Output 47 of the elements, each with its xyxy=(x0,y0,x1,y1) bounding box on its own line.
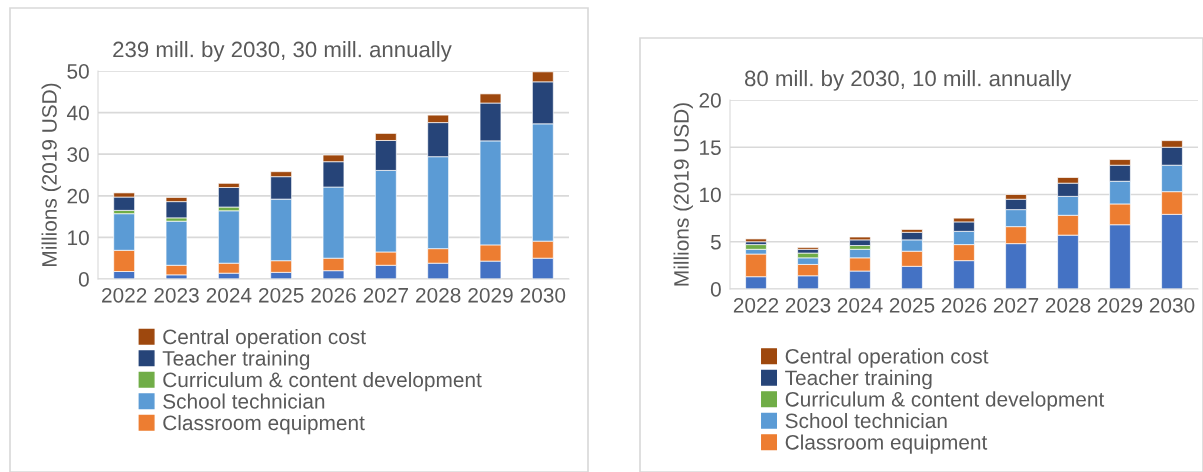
y-tick-label: 0 xyxy=(78,272,89,287)
y-tick-label: 20 xyxy=(699,93,721,108)
x-tick-label: 2022 xyxy=(733,297,779,313)
legend-label: School technician xyxy=(785,412,947,429)
x-tick-label: 2025 xyxy=(259,287,304,303)
x-tick-label: 2022 xyxy=(102,287,147,303)
y-axis-title: Millions (2019 USD) xyxy=(41,83,61,266)
x-tick-label: 2030 xyxy=(520,287,566,303)
legend-label: Central operation cost xyxy=(785,348,989,368)
chart-title: 80 mill. by 2030, 10 mill. annually xyxy=(745,70,1072,91)
x-tick-label: 2029 xyxy=(1097,297,1143,313)
y-tick-label: 20 xyxy=(67,188,89,204)
bar xyxy=(113,196,135,211)
x-tick-label: 2023 xyxy=(154,287,199,303)
x-tick-label: 2024 xyxy=(206,287,252,303)
x-tick-label: 2028 xyxy=(416,287,461,303)
y-tick-label: 10 xyxy=(700,187,721,203)
y-tick-label: 30 xyxy=(67,147,89,162)
legend-label: Classroom equipment xyxy=(785,434,988,454)
y-axis-title: Millions (2019 USD) xyxy=(673,103,693,286)
x-tick-label: 2029 xyxy=(468,287,513,303)
bar xyxy=(797,248,819,254)
legend-label: Curriculum & content development xyxy=(163,371,482,392)
y-tick-label: 15 xyxy=(700,140,721,155)
x-tick-label: 2027 xyxy=(363,287,408,303)
x-tick-label: 2024 xyxy=(837,297,883,313)
y-tick-label: 10 xyxy=(68,230,89,246)
x-tick-label: 2025 xyxy=(889,297,935,313)
y-tick-label: 50 xyxy=(67,64,89,79)
legend-label: Curriculum & content development xyxy=(785,391,1105,411)
legend-label: Classroom equipment xyxy=(163,414,365,435)
legend-label: School technician xyxy=(163,393,325,409)
x-tick-label: 2030 xyxy=(1149,297,1195,313)
x-tick-label: 2027 xyxy=(993,297,1039,313)
y-tick-label: 5 xyxy=(710,234,721,250)
legend-label: Teacher training xyxy=(162,350,310,370)
x-tick-label: 2028 xyxy=(1045,297,1091,313)
bar xyxy=(165,201,188,219)
y-tick-label: 40 xyxy=(66,105,89,121)
x-tick-label: 2026 xyxy=(941,297,987,313)
y-tick-label: 0 xyxy=(710,282,721,297)
legend-label: Central operation cost xyxy=(163,328,366,349)
bar xyxy=(218,187,240,208)
x-tick-label: 2026 xyxy=(311,287,356,303)
chart-title: 239 mill. by 2030, 30 mill. annually xyxy=(113,41,452,62)
x-tick-label: 2023 xyxy=(785,297,831,313)
legend-label: Teacher training xyxy=(785,369,932,390)
